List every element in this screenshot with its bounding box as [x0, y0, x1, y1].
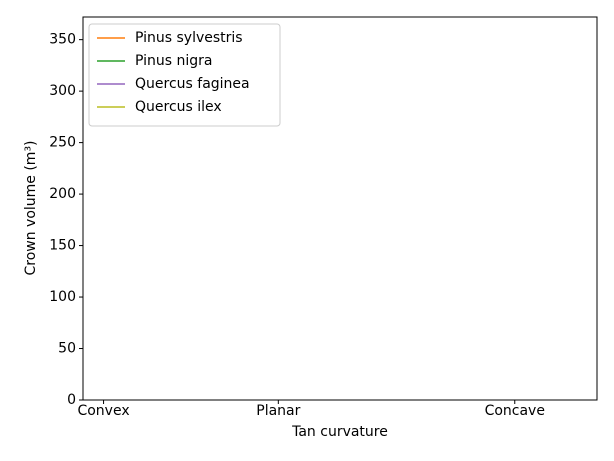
- y-tick-label: 100: [49, 289, 76, 305]
- legend-label: Pinus sylvestris: [135, 30, 243, 46]
- y-tick-label: 300: [49, 83, 76, 99]
- y-tick-label: 50: [58, 341, 76, 357]
- x-tick-label: Convex: [77, 403, 129, 419]
- axes-frame: [82, 16, 598, 401]
- legend-label: Quercus faginea: [135, 76, 250, 92]
- y-axis-label: Crown volume (m³): [23, 140, 39, 275]
- legend-box: [88, 23, 281, 127]
- y-tick-label: 250: [49, 135, 76, 151]
- x-tick-label: Concave: [485, 403, 545, 419]
- y-tick-label: 150: [49, 238, 76, 254]
- legend-label: Quercus ilex: [135, 99, 222, 115]
- x-axis-label: Tan curvature: [291, 424, 388, 440]
- y-tick-label: 350: [49, 32, 76, 48]
- x-tick-label: Planar: [256, 403, 300, 419]
- y-tick-label: 200: [49, 186, 76, 202]
- y-tick-label: 0: [67, 392, 76, 408]
- legend-label: Pinus nigra: [135, 53, 213, 69]
